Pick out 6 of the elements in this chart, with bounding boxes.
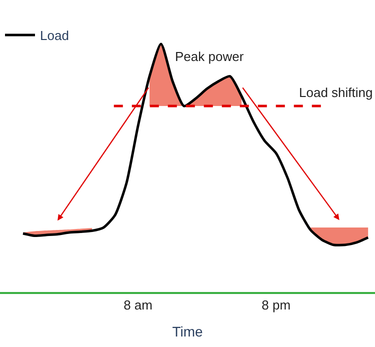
- x-axis-title: Time: [172, 323, 204, 340]
- x-tick-label: 8 pm: [262, 298, 291, 313]
- x-tick-label: 8 am: [124, 298, 152, 313]
- annotation: Peak power: [175, 49, 244, 64]
- legend-label: Load: [40, 28, 69, 44]
- ref-line-label: Load shifting: [299, 85, 373, 100]
